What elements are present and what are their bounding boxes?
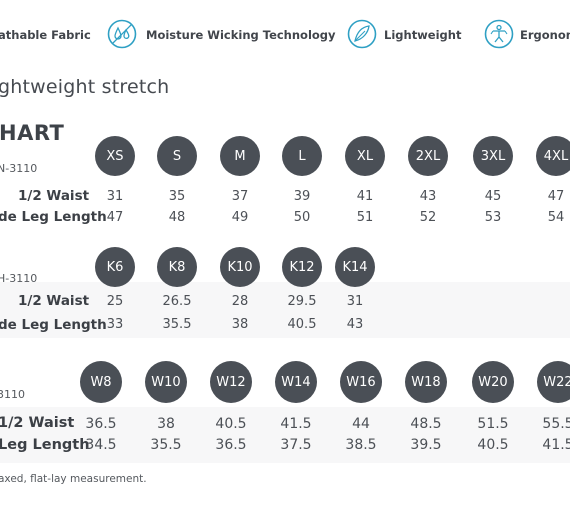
waist-cell: 39 [293, 189, 311, 204]
waist-cell: 41 [356, 189, 374, 204]
size-circle: K12 [282, 247, 322, 287]
size-circle: W12 [210, 361, 252, 403]
size-circle: K8 [157, 247, 197, 287]
waist-cell: 28 [231, 294, 249, 309]
waist-cell: 31 [106, 189, 124, 204]
leg-cell: 37.5 [280, 437, 312, 453]
waist-cell: 31 [346, 294, 364, 309]
measurement-footnote: axed, flat-lay measurement. [0, 473, 147, 485]
size-chart-title: HART [0, 121, 65, 145]
leg-cell: 34.5 [85, 437, 117, 453]
size-circle: K14 [335, 247, 375, 287]
leg-cell: 33 [106, 317, 124, 332]
leg-cell: 53 [484, 210, 502, 225]
leg-cell: 39.5 [410, 437, 442, 453]
waist-cell: 38 [157, 416, 175, 432]
size-circle: W8 [80, 361, 122, 403]
waist-cell: 55.5 [542, 416, 570, 432]
size-circle: W10 [145, 361, 187, 403]
feather-icon [347, 19, 377, 49]
row-band [0, 407, 570, 463]
waist-cell: 29.5 [287, 294, 317, 309]
size-circle: XS [95, 136, 135, 176]
product-subtitle: ghtweight stretch [0, 76, 170, 98]
row-label-waist: 1/2 Waist [18, 293, 90, 309]
waist-cell: 37 [231, 189, 249, 204]
water-drops-icon [107, 19, 137, 49]
size-circle: W18 [405, 361, 447, 403]
size-circle: M [220, 136, 260, 176]
leg-cell: 43 [346, 317, 364, 332]
size-circle: W22 [537, 361, 570, 403]
leg-cell: 41.5 [542, 437, 570, 453]
size-circle: L [282, 136, 322, 176]
feature-label-ergonomic: Ergonom [520, 28, 570, 42]
size-circle: 4XL [536, 136, 570, 176]
waist-cell: 48.5 [410, 416, 442, 432]
leg-cell: 47 [106, 210, 124, 225]
row-label-leg: de Leg Length [0, 317, 107, 333]
waist-cell: 35 [168, 189, 186, 204]
row-label-leg: Leg Length [0, 437, 90, 453]
waist-cell: 43 [419, 189, 437, 204]
leg-cell: 48 [168, 210, 186, 225]
ergonomic-icon [484, 19, 514, 49]
feature-label-moisture: Moisture Wicking Technology [146, 28, 336, 42]
waist-cell: 51.5 [477, 416, 509, 432]
row-band [0, 282, 570, 338]
size-circle: W20 [472, 361, 514, 403]
size-circle: 2XL [408, 136, 448, 176]
style-code: H-3110 [0, 272, 38, 285]
size-circle: W16 [340, 361, 382, 403]
waist-cell: 44 [352, 416, 370, 432]
waist-cell: 47 [547, 189, 565, 204]
leg-cell: 50 [293, 210, 311, 225]
leg-cell: 49 [231, 210, 249, 225]
feature-label-fabric: athable Fabric [0, 28, 91, 42]
leg-cell: 40.5 [287, 317, 317, 332]
leg-cell: 36.5 [215, 437, 247, 453]
leg-cell: 38 [231, 317, 249, 332]
size-circle: W14 [275, 361, 317, 403]
feature-label-lightweight: Lightweight [384, 28, 462, 42]
row-label-waist: 1/2 Waist [0, 415, 75, 431]
size-circle: K6 [95, 247, 135, 287]
size-circle: K10 [220, 247, 260, 287]
waist-cell: 25 [106, 294, 124, 309]
leg-cell: 54 [547, 210, 565, 225]
size-circle: 3XL [473, 136, 513, 176]
leg-cell: 35.5 [150, 437, 182, 453]
waist-cell: 36.5 [85, 416, 117, 432]
leg-cell: 35.5 [162, 317, 192, 332]
size-circle: S [157, 136, 197, 176]
waist-cell: 41.5 [280, 416, 312, 432]
waist-cell: 40.5 [215, 416, 247, 432]
style-code: 3110 [0, 388, 25, 401]
row-label-leg: de Leg Length [0, 209, 107, 225]
leg-cell: 51 [356, 210, 374, 225]
waist-cell: 45 [484, 189, 502, 204]
leg-cell: 38.5 [345, 437, 377, 453]
leg-cell: 52 [419, 210, 437, 225]
size-circle: XL [345, 136, 385, 176]
leg-cell: 40.5 [477, 437, 509, 453]
waist-cell: 26.5 [162, 294, 192, 309]
row-label-waist: 1/2 Waist [18, 188, 90, 204]
style-code: N-3110 [0, 162, 38, 175]
